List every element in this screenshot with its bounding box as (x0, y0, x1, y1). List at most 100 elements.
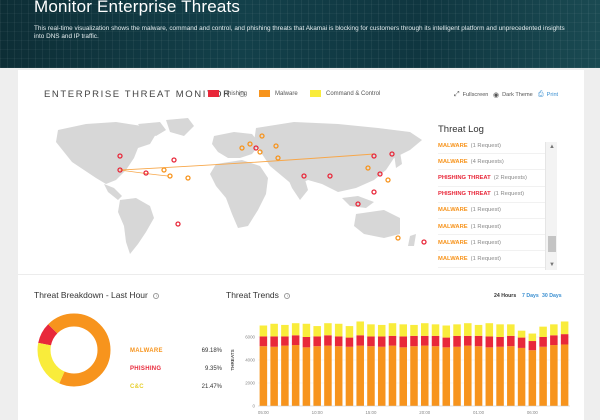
bar-segment-phishing[interactable] (410, 335, 418, 347)
bar-segment-command-control[interactable] (442, 325, 451, 338)
bar-segment-command-control[interactable] (377, 324, 386, 337)
dark-theme-toggle[interactable]: ◉ Dark Theme (493, 91, 533, 99)
bar-segment-command-control[interactable] (281, 324, 289, 337)
bar-segment-phishing[interactable] (334, 336, 343, 347)
bar-segment-command-control[interactable] (474, 324, 483, 336)
bar-segment-malware[interactable] (496, 346, 504, 406)
bar-segment-malware[interactable] (507, 346, 515, 406)
bar-segment-malware[interactable] (560, 344, 569, 406)
bar-segment-malware[interactable] (442, 347, 451, 406)
bar-segment-malware[interactable] (356, 345, 364, 406)
bar-segment-phishing[interactable] (388, 335, 397, 346)
bar-segment-phishing[interactable] (356, 335, 364, 346)
bar-segment-phishing[interactable] (442, 337, 451, 348)
bar-segment-phishing[interactable] (291, 335, 300, 346)
bar-segment-malware[interactable] (270, 346, 278, 406)
log-entry[interactable]: MALWARE (1 Request) (438, 219, 546, 236)
bar-segment-phishing[interactable] (528, 341, 537, 351)
bar-segment-phishing[interactable] (399, 336, 408, 348)
bar-segment-malware[interactable] (345, 346, 354, 406)
bar-segment-command-control[interactable] (334, 323, 343, 337)
bar-segment-malware[interactable] (474, 346, 483, 406)
bar-segment-malware[interactable] (539, 346, 547, 406)
bar-segment-command-control[interactable] (324, 323, 332, 336)
bar-segment-phishing[interactable] (270, 336, 278, 347)
bar-segment-phishing[interactable] (485, 336, 494, 348)
legend-command-control[interactable]: Command & Control (310, 90, 380, 97)
bar-segment-malware[interactable] (377, 346, 386, 406)
bar-segment-malware[interactable] (485, 347, 494, 406)
world-threat-map[interactable] (38, 118, 432, 260)
bar-segment-phishing[interactable] (539, 337, 547, 347)
log-entry[interactable]: MALWARE (1 Request) (438, 138, 546, 155)
scroll-thumb[interactable] (548, 236, 556, 252)
bar-segment-command-control[interactable] (539, 326, 547, 337)
bar-segment-malware[interactable] (302, 347, 311, 406)
bar-segment-command-control[interactable] (431, 324, 440, 336)
log-entry[interactable]: MALWARE (1 Request) (438, 203, 546, 219)
bar-segment-command-control[interactable] (259, 325, 268, 337)
log-entry[interactable]: MALWARE (1 Request) (438, 235, 546, 252)
bar-segment-phishing[interactable] (281, 336, 289, 346)
bar-segment-malware[interactable] (410, 346, 418, 406)
bar-segment-command-control[interactable] (270, 323, 278, 337)
bar-segment-malware[interactable] (367, 346, 375, 406)
range-24-hours[interactable]: 24 Hours (494, 293, 517, 299)
bar-segment-malware[interactable] (324, 345, 332, 406)
threat-log-list[interactable]: MALWARE (1 Request) MALWARE (4 Requests) P… (438, 138, 546, 268)
range-30-days[interactable]: 30 Days (542, 293, 562, 299)
bar-segment-phishing[interactable] (259, 336, 268, 347)
bar-segment-command-control[interactable] (313, 326, 321, 337)
bar-segment-command-control[interactable] (560, 321, 569, 335)
bar-segment-command-control[interactable] (485, 323, 494, 337)
bar-segment-phishing[interactable] (474, 335, 483, 347)
bar-segment-phishing[interactable] (560, 334, 569, 345)
bar-segment-malware[interactable] (259, 346, 268, 406)
bar-segment-phishing[interactable] (431, 335, 440, 347)
bar-segment-command-control[interactable] (496, 324, 504, 337)
bar-segment-command-control[interactable] (507, 324, 515, 336)
log-entry[interactable]: MALWARE (1 Request) (438, 251, 546, 268)
bar-segment-command-control[interactable] (550, 324, 558, 336)
bar-segment-command-control[interactable] (420, 323, 429, 336)
bar-segment-phishing[interactable] (420, 335, 429, 346)
scroll-down-icon[interactable]: ▼ (549, 262, 555, 268)
scroll-up-icon[interactable]: ▲ (549, 144, 555, 150)
bar-segment-malware[interactable] (431, 346, 440, 406)
bar-segment-malware[interactable] (420, 345, 429, 406)
range-7-days[interactable]: 7 Days (522, 293, 539, 299)
bar-segment-command-control[interactable] (345, 326, 354, 338)
log-entry[interactable]: PHISHING THREAT (1 Request) (438, 187, 546, 203)
bar-segment-phishing[interactable] (550, 335, 558, 346)
print-button[interactable]: ⎙ Print (538, 91, 558, 99)
bar-segment-malware[interactable] (313, 346, 321, 406)
legend-phishing[interactable]: Phishing (208, 90, 247, 97)
bar-segment-malware[interactable] (550, 345, 558, 406)
bar-segment-phishing[interactable] (313, 336, 321, 347)
log-entry[interactable]: MALWARE (4 Requests) (438, 154, 546, 171)
bar-segment-malware[interactable] (281, 345, 289, 406)
bar-segment-phishing[interactable] (496, 337, 504, 347)
bar-segment-malware[interactable] (528, 350, 537, 406)
bar-segment-malware[interactable] (464, 345, 472, 406)
bar-segment-malware[interactable] (517, 347, 526, 406)
bar-segment-command-control[interactable] (464, 323, 472, 336)
bar-segment-phishing[interactable] (345, 337, 354, 347)
bar-segment-command-control[interactable] (528, 333, 537, 342)
bar-segment-command-control[interactable] (367, 324, 375, 337)
bar-segment-malware[interactable] (453, 346, 461, 406)
bar-segment-malware[interactable] (399, 347, 408, 406)
bar-segment-command-control[interactable] (388, 323, 397, 336)
bar-segment-command-control[interactable] (453, 324, 461, 336)
bar-segment-malware[interactable] (291, 345, 300, 406)
bar-segment-phishing[interactable] (302, 337, 311, 348)
bar-segment-command-control[interactable] (410, 324, 418, 336)
bar-segment-phishing[interactable] (367, 336, 375, 347)
log-entry[interactable]: PHISHING THREAT (2 Requests) (438, 170, 546, 187)
bar-segment-phishing[interactable] (507, 335, 515, 347)
bar-segment-command-control[interactable] (291, 323, 300, 336)
info-icon[interactable]: i (284, 292, 291, 299)
bar-segment-command-control[interactable] (302, 323, 311, 337)
log-scrollbar[interactable]: ▲ ▼ (545, 142, 557, 270)
bar-segment-malware[interactable] (334, 346, 343, 406)
